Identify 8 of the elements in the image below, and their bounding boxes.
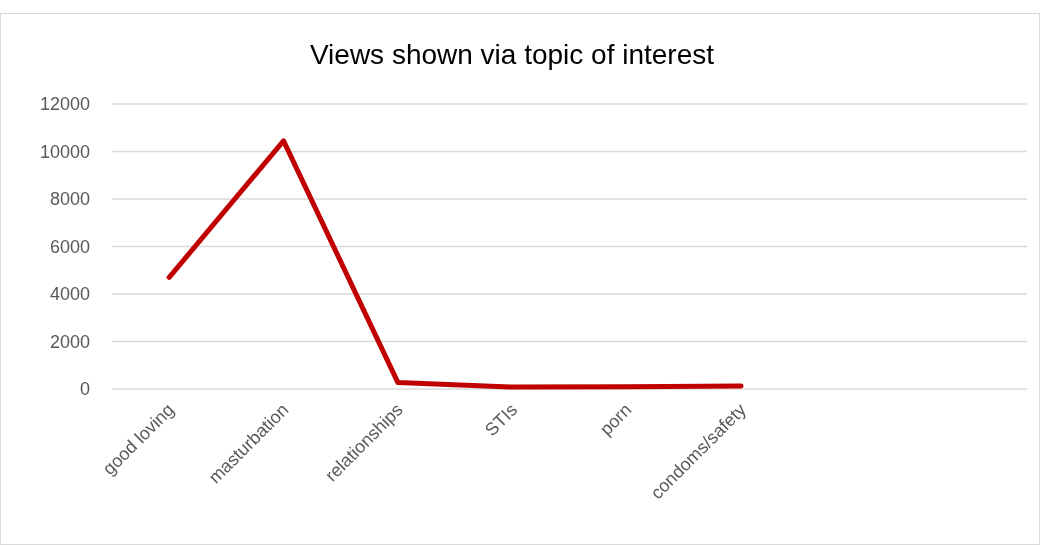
y-tick-label: 2000 [49, 331, 90, 352]
y-tick-label: 8000 [49, 189, 90, 210]
y-tick-label: 6000 [49, 236, 90, 257]
y-tick-label: 4000 [49, 284, 90, 305]
chart-title: Views shown via topic of interest [309, 39, 715, 70]
y-tick-label: 12000 [39, 94, 90, 115]
y-tick-label: 10000 [39, 141, 90, 162]
y-tick-label: 0 [79, 379, 90, 400]
